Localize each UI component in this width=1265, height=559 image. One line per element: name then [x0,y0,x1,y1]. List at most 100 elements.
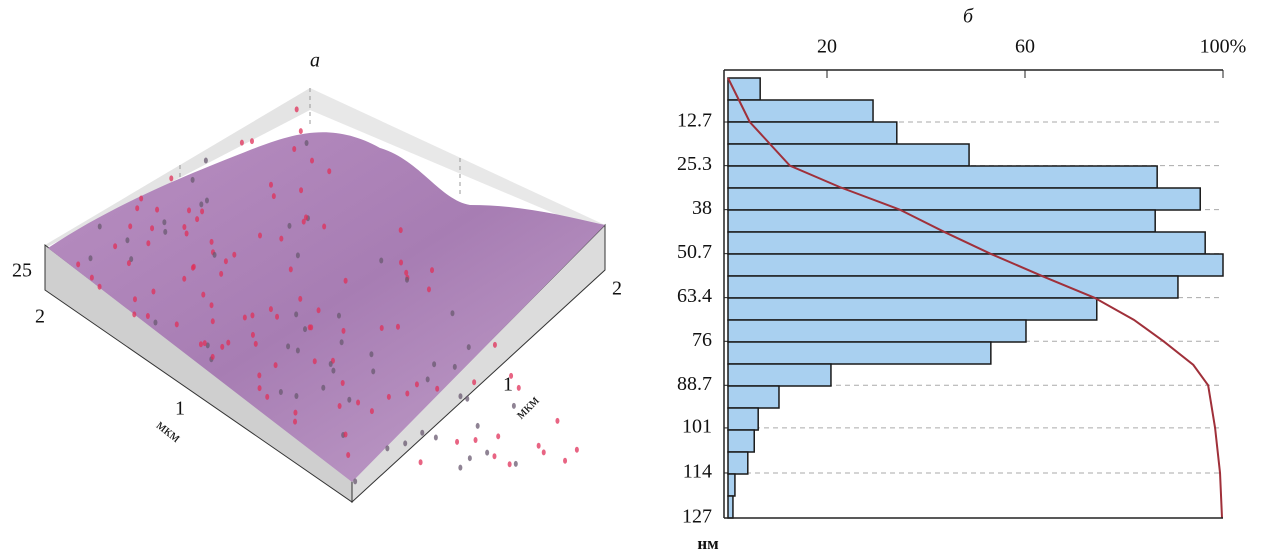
texture-dot [155,207,159,213]
texture-dot [427,286,431,292]
texture-dot [153,320,157,326]
texture-dot [224,258,228,264]
texture-dot [254,341,258,347]
texture-dot [344,278,348,284]
texture-dot [405,277,409,283]
texture-dot [346,452,350,458]
bar [728,166,1157,188]
texture-dot [404,270,408,276]
left-tick-label: 1 [175,398,185,420]
texture-dot [468,455,472,461]
texture-dot [182,276,186,282]
texture-dot [305,140,309,146]
texture-dot [399,227,403,233]
texture-dot [98,284,102,290]
panel-title: а [310,50,320,72]
texture-dot [226,340,230,346]
texture-dot [182,224,186,230]
texture-dot [205,198,209,204]
texture-dot [250,138,254,144]
y-tick-label: 101 [682,416,712,438]
texture-dot [496,433,500,439]
figure: а 25 2 1 мкм 2 1 мкм б нм 12.725.33850.7… [0,0,1265,559]
texture-dot [493,342,497,348]
texture-dot [396,324,400,330]
texture-dot [399,260,403,266]
y-tick-label: 88.7 [677,373,712,395]
texture-dot [127,260,131,266]
bar [728,100,873,122]
y-axis-label: нм [697,534,719,553]
texture-dot [125,237,129,243]
texture-dot [514,461,518,467]
texture-dot [151,289,155,295]
texture-dot [199,201,203,207]
texture-dot [415,381,419,387]
texture-dot [356,400,360,406]
texture-dot [213,252,217,258]
texture-dot [575,447,579,453]
texture-dot [269,306,273,312]
texture-dot [113,243,117,249]
texture-dot [455,439,459,445]
texture-dot [420,430,424,436]
texture-dot [430,267,434,273]
x-tick-label: 100% [1200,36,1247,58]
texture-dot [294,311,298,317]
histogram-panel: б нм 12.725.33850.763.47688.710111412720… [677,6,1246,553]
texture-dot [340,339,344,345]
right-tick-label: 1 [503,374,513,396]
y-tick-label: 127 [682,506,712,528]
bar [728,452,748,474]
texture-dot [257,372,261,378]
texture-dot [299,187,303,193]
texture-dot [458,393,462,399]
y-tick-label: 50.7 [677,241,712,263]
texture-dot [403,440,407,446]
texture-dot [329,361,333,367]
texture-dot [133,296,137,302]
texture-dot [303,326,307,332]
texture-dot [327,168,331,174]
texture-dot [492,453,496,459]
bar [728,210,1155,232]
bar [728,342,991,364]
texture-dot [135,205,139,211]
texture-dot [185,231,189,237]
texture-dot [220,344,224,350]
y-tick-label: 114 [683,461,712,483]
texture-dot [243,314,247,320]
right-tick-label: 2 [612,278,622,300]
texture-dot [274,362,278,368]
texture-dot [537,443,541,449]
texture-dot [199,341,203,347]
texture-dot [211,354,215,360]
texture-dot [289,266,293,272]
texture-dot [279,389,283,395]
texture-dot [88,255,92,261]
texture-dot [344,432,348,438]
surface [48,132,605,482]
texture-dot [258,385,262,391]
left-tick-label: 2 [35,306,45,328]
texture-dot [341,380,345,386]
texture-dot [302,219,306,225]
texture-dot [219,271,223,277]
texture-dot [379,257,383,263]
texture-dot [435,386,439,392]
texture-dot [139,195,143,201]
texture-dot [310,158,314,164]
texture-dot [294,393,298,399]
bar [728,188,1200,210]
z-tick-label: 25 [12,260,32,282]
texture-dot [265,394,269,400]
bar [728,386,779,408]
texture-dot [232,252,236,258]
x-tick-label: 20 [817,36,837,58]
texture-dot [293,410,297,416]
texture-dot [322,224,326,230]
bar [728,144,969,166]
texture-dot [192,264,196,270]
texture-dot [272,193,276,199]
y-tick-label: 38 [692,197,712,219]
